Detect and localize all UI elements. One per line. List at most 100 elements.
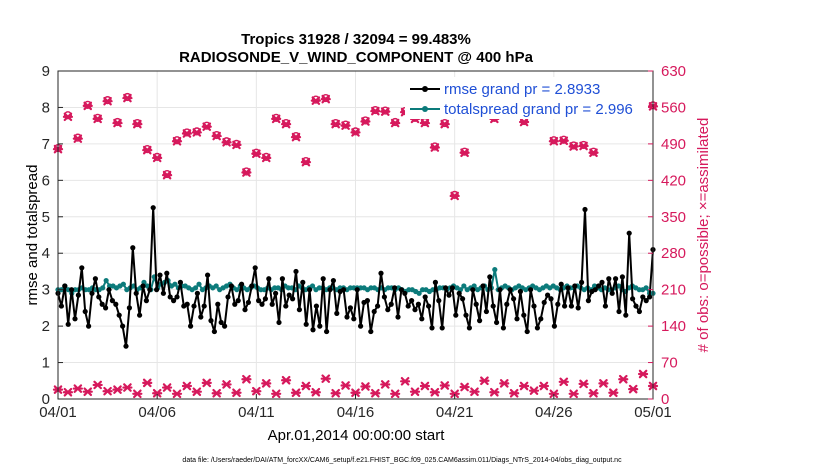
rmse-point [194, 290, 200, 296]
rmse-point [317, 323, 323, 329]
totalspread-point [172, 281, 178, 287]
rmse-point [480, 283, 486, 289]
obs-assimilated-point [320, 94, 331, 104]
y-right-tick-label: 0 [661, 391, 669, 408]
obs-assimilated-point [251, 149, 262, 159]
obs-low-point [350, 388, 361, 398]
y-left-tick-label: 2 [42, 318, 50, 335]
rmse-point [205, 272, 211, 278]
rmse-point [164, 270, 170, 276]
rmse-point [201, 303, 207, 309]
obs-low-point [241, 374, 252, 384]
legend: rmse grand pr = 2.8933 totalspread grand… [405, 77, 648, 119]
totalspread-point [643, 285, 649, 291]
rmse-point [470, 287, 476, 293]
rmse-point [616, 308, 622, 315]
rmse-point [252, 265, 258, 271]
legend-rmse-label: rmse grand pr = 2.8933 [444, 81, 600, 98]
rmse-point [483, 308, 489, 315]
rmse-point [466, 325, 472, 331]
rmse-point [96, 294, 102, 300]
obs-assimilated-point [449, 191, 460, 201]
y-left-tick-label: 4 [42, 245, 50, 262]
rmse-point [79, 265, 85, 271]
obs-assimilated-point [578, 141, 589, 151]
chart-title-line2: RADIOSONDE_V_WIND_COMPONENT @ 400 hPa [179, 49, 534, 66]
rmse-point [211, 328, 217, 335]
rmse-point [177, 279, 183, 285]
rmse-point [140, 283, 146, 289]
rmse-point [534, 325, 541, 331]
y-right-tick-label: 490 [661, 136, 686, 153]
obs-assimilated-point [82, 101, 93, 111]
rmse-point [341, 287, 347, 293]
rmse-point [126, 305, 132, 311]
y-axis-right-label: # of obs: o=possible; ×=assimilated [695, 118, 712, 353]
legend-totalspread-label: totalspread grand pr = 2.996 [444, 101, 633, 118]
rmse-point [116, 312, 122, 318]
obs-low-point [419, 381, 431, 391]
obs-assimilated-point [350, 128, 361, 137]
obs-low-point [82, 387, 93, 397]
rmse-point [222, 323, 228, 329]
rmse-point [242, 307, 248, 313]
y-axis-left: 0 1 2 3 4 5 6 7 8 9 [42, 63, 63, 408]
x-tick-label: 04/26 [535, 404, 573, 421]
rmse-point [371, 308, 377, 315]
y-right-tick-label: 560 [661, 99, 686, 116]
obs-assimilated-point [370, 106, 381, 116]
y-right-tick-label: 70 [661, 355, 678, 372]
rmse-point [449, 285, 455, 291]
obs-low-point [221, 380, 232, 389]
rmse-point [429, 325, 435, 331]
obs-low-point [132, 389, 143, 399]
rmse-point [636, 308, 643, 315]
x-tick-label: 04/16 [337, 404, 375, 421]
rmse-point [245, 299, 251, 306]
rmse-point [276, 319, 282, 326]
rmse-point [640, 294, 646, 300]
obs-low-point [191, 387, 202, 397]
legend-box [405, 77, 648, 119]
rmse-point [354, 287, 360, 293]
y-left-tick-label: 8 [42, 99, 50, 116]
rmse-point [160, 290, 166, 296]
rmse-point [303, 321, 309, 327]
rmse-point [330, 277, 336, 284]
obs-low-point [558, 377, 569, 387]
rmse-point [507, 287, 513, 293]
x-tick-label: 04/06 [138, 404, 176, 421]
rmse-point [290, 296, 296, 302]
obs-low-point [439, 381, 450, 390]
obs-low-point [449, 389, 460, 399]
rmse-point [524, 328, 530, 335]
rmse-point [239, 281, 245, 287]
obs-low-point [201, 378, 212, 388]
rmse-point [392, 285, 398, 291]
x-axis-label: Apr.01,2014 00:00:00 start [268, 427, 446, 444]
obs-assimilated-point [132, 119, 143, 129]
rmse-point [521, 312, 527, 318]
rmse-point [504, 301, 510, 307]
rmse-point [89, 290, 95, 296]
obs-assimilated-point [102, 96, 113, 106]
y-left-tick-label: 5 [42, 209, 50, 226]
obs-low-point [72, 384, 83, 393]
obs-assimilated-point [161, 170, 173, 180]
y-left-tick-label: 9 [42, 63, 50, 80]
rmse-point [592, 287, 598, 293]
rmse-point [463, 312, 469, 318]
rmse-point [358, 323, 364, 329]
rmse-point [643, 298, 649, 304]
obs-low-point [271, 389, 282, 399]
rmse-point [344, 314, 350, 320]
rmse-point [174, 294, 180, 300]
rmse-point [409, 298, 415, 304]
obs-low-point [548, 389, 559, 399]
obs-low-point [608, 388, 619, 398]
rmse-point [147, 287, 153, 293]
rmse-point [490, 303, 496, 309]
rmse-point [572, 283, 578, 289]
obs-assimilated-point [380, 107, 391, 116]
obs-low-point [489, 387, 500, 397]
